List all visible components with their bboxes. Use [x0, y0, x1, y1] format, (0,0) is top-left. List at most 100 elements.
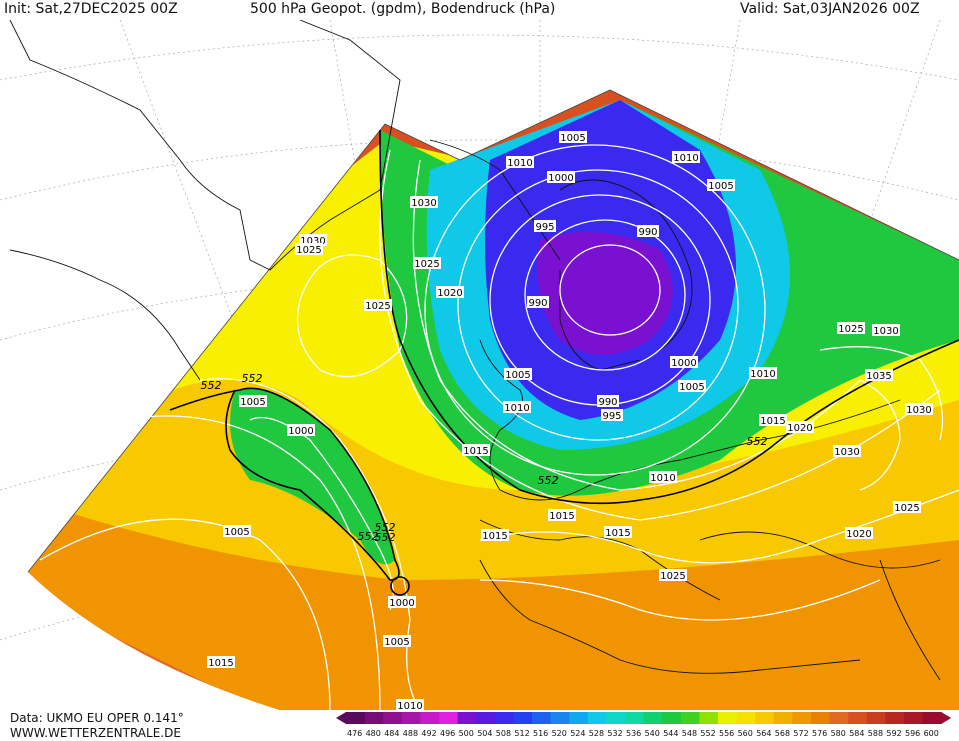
legend-swatch	[885, 712, 905, 724]
isobar-label: 1005	[240, 397, 265, 408]
legend-swatch	[773, 712, 793, 724]
isobar-label: 1010	[507, 158, 532, 169]
height-label: 552	[358, 530, 379, 543]
geopotential-field	[28, 90, 959, 710]
isobar-label-bg	[559, 131, 587, 143]
isobar-label: 1025	[838, 324, 863, 335]
isobar-label: 1000	[288, 426, 313, 437]
legend-swatch	[625, 712, 645, 724]
isobar-label-bg	[548, 509, 576, 521]
isobar-label: 1005	[560, 133, 585, 144]
height-label: 552	[375, 531, 396, 544]
isobar-label: 1005	[679, 382, 704, 393]
legend-label: 540	[645, 729, 660, 738]
isobar-label-bg	[604, 526, 632, 538]
isobar-label-bg	[383, 635, 411, 647]
legend-swatch	[532, 712, 552, 724]
isobar-label-bg	[223, 525, 251, 537]
isobar-label-bg	[410, 196, 438, 208]
isobar-label: 1030	[873, 326, 898, 337]
isobars	[39, 144, 959, 710]
isobar-label-bg	[597, 395, 619, 407]
legend-swatch	[494, 712, 514, 724]
data-source: Data: UKMO EU OPER 0.141°	[10, 711, 184, 725]
legend-swatch	[662, 712, 682, 724]
legend-label: 560	[738, 729, 753, 738]
isobar-label-bg	[481, 529, 509, 541]
isobar-label-bg	[905, 403, 933, 415]
legend-label: 496	[440, 729, 455, 738]
isobar-label-bg	[239, 395, 267, 407]
legend-swatch	[829, 712, 849, 724]
height-label: 552	[375, 521, 396, 534]
isobar-label-bg	[786, 421, 814, 433]
isobar-label: 1030	[906, 405, 931, 416]
legend-label: 484	[384, 729, 399, 738]
legend-swatch	[643, 712, 663, 724]
legend-label: 596	[905, 729, 920, 738]
isobar-label-bg	[678, 380, 706, 392]
isobar-label-bg	[707, 179, 735, 191]
legend-label: 524	[570, 729, 585, 738]
isobar-label: 990	[528, 298, 547, 309]
legend-swatch	[513, 712, 533, 724]
legend-swatch	[364, 712, 384, 724]
isobar-label: 1030	[411, 198, 436, 209]
isobar-label: 990	[638, 227, 657, 238]
isobar-label: 1025	[414, 259, 439, 270]
legend-swatch	[346, 712, 366, 724]
chart-title: 500 hPa Geopot. (gpdm), Bodendruck (hPa)	[250, 1, 556, 17]
isobar-label-bg	[388, 596, 416, 608]
legend-swatch	[439, 712, 459, 724]
isobar-label: 995	[602, 411, 621, 422]
legend-swatch	[420, 712, 440, 724]
isobar-label-bg	[759, 414, 787, 426]
isobar-label: 1025	[296, 245, 321, 256]
isobar-label: 990	[598, 397, 617, 408]
isobar-label-bg	[287, 424, 315, 436]
legend-label: 532	[607, 729, 622, 738]
isobar-label-bg	[506, 156, 534, 168]
isobar-label-bg	[436, 286, 464, 298]
isobar-label: 1005	[384, 637, 409, 648]
legend-swatch	[476, 712, 496, 724]
isobar-label: 1010	[673, 153, 698, 164]
isobar-label: 1010	[650, 473, 675, 484]
isobar-label-bg	[503, 401, 531, 413]
legend-swatch	[457, 712, 477, 724]
isobar-label: 1015	[760, 416, 785, 427]
isobar-label-bg	[295, 243, 323, 255]
height-label: 552	[201, 379, 222, 392]
legend-label: 500	[459, 729, 474, 738]
legend-swatch	[680, 712, 700, 724]
legend-label: 576	[812, 729, 827, 738]
isobar-label-bg	[413, 257, 441, 269]
isobar-label: 1000	[548, 173, 573, 184]
website-url: WWW.WETTERZENTRALE.DE	[10, 726, 181, 740]
legend-label: 520	[552, 729, 567, 738]
legend-label: 588	[868, 729, 883, 738]
isobar-label: 1010	[397, 701, 422, 710]
header-bar: Init: Sat,27DEC2025 00Z 500 hPa Geopot. …	[0, 0, 959, 20]
isobar-label: 1005	[505, 370, 530, 381]
legend-label: 552	[700, 729, 715, 738]
legend-swatch	[922, 712, 942, 724]
isobar-labels: 1005 1010 1010 1000 1005 995 990 1030 1030 1025 10…	[207, 131, 933, 710]
valid-time: Valid: Sat,03JAN2026 00Z	[740, 1, 920, 17]
isobar-label: 1025	[365, 301, 390, 312]
isobar-label-bg	[672, 151, 700, 163]
legend-label: 600	[924, 729, 939, 738]
init-time: Init: Sat,27DEC2025 00Z	[4, 1, 178, 17]
isobar-label-bg	[601, 409, 623, 421]
isobar-label: 1015	[605, 528, 630, 539]
legend-swatch	[811, 712, 831, 724]
isobar-label-bg	[659, 569, 687, 581]
legend-swatch	[569, 712, 589, 724]
domain-edge	[27, 89, 959, 573]
isobar-label: 1010	[504, 403, 529, 414]
legend-label: 544	[663, 729, 678, 738]
legend-label: 512	[514, 729, 529, 738]
isobar-label: 1015	[549, 511, 574, 522]
legend-swatch	[848, 712, 868, 724]
